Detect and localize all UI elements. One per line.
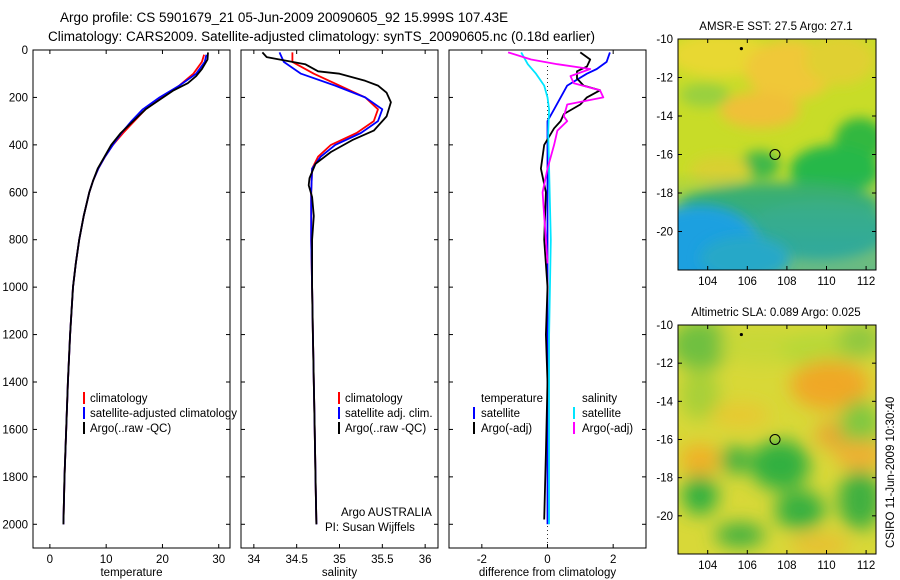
island-marker bbox=[739, 332, 743, 337]
data-source-label: Argo AUSTRALIA bbox=[341, 507, 432, 519]
legend-heading-salinity: salinity bbox=[582, 393, 617, 405]
x-tick-label: -2 bbox=[477, 554, 487, 566]
difference-legend: temperature satellite Argo(-adj) salinit… bbox=[473, 393, 633, 435]
x-tick-label: 108 bbox=[777, 276, 796, 288]
x-tick-label: 36 bbox=[419, 554, 432, 566]
series-line-temperature-satellite bbox=[546, 52, 611, 525]
difference-x-axis-label: difference from climatology bbox=[479, 567, 616, 579]
x-tick-label: 0 bbox=[544, 554, 550, 566]
series-line-salinity-satellite bbox=[520, 51, 552, 525]
legend-label-argo: Argo(..raw -QC) bbox=[90, 423, 171, 435]
sst-map-axes: 104 106 108 110 112 -10 -12 -14 -16 -18 -20 bbox=[656, 34, 877, 288]
y-tick-label: 200 bbox=[9, 92, 28, 104]
y-tick-label: 600 bbox=[9, 187, 28, 199]
legend-label-temp-satellite: satellite bbox=[481, 408, 520, 420]
figure-title-line2: Climatology: CARS2009. Satellite-adjuste… bbox=[48, 29, 595, 44]
legend-label-climatology: climatology bbox=[90, 393, 148, 405]
profile-location-marker bbox=[769, 434, 781, 445]
y-tick-label: -14 bbox=[656, 111, 673, 123]
temperature-x-axis-label: temperature bbox=[100, 567, 162, 579]
y-tick-label: -12 bbox=[656, 73, 673, 85]
x-tick-label: 104 bbox=[698, 560, 718, 572]
legend-label-temp-argo: Argo(-adj) bbox=[481, 423, 532, 435]
legend-label-sal-argo: Argo(-adj) bbox=[582, 423, 633, 435]
salinity-profile-panel: 34 34.5 35 35.5 36 salinity bbox=[240, 49, 439, 579]
y-tick-label: 1600 bbox=[2, 424, 28, 436]
y-tick-label: -16 bbox=[656, 150, 673, 162]
sst-map-image bbox=[678, 39, 876, 270]
salinity-plot-frame bbox=[240, 49, 439, 549]
x-tick-label: 34.5 bbox=[285, 554, 307, 566]
x-tick-label: 112 bbox=[857, 276, 875, 288]
series-line-argo-raw-qc- bbox=[261, 51, 392, 525]
y-tick-label: -18 bbox=[656, 188, 673, 200]
x-tick-label: 110 bbox=[817, 560, 835, 572]
y-tick-label: 0 bbox=[22, 45, 28, 57]
sst-map-title: AMSR-E SST: 27.5 Argo: 27.1 bbox=[699, 21, 852, 33]
x-tick-label: 35.5 bbox=[371, 554, 393, 566]
figure-title-line1: Argo profile: CS 5901679_21 05-Jun-2009 … bbox=[60, 10, 508, 25]
series-line-salinity-argo-adj- bbox=[507, 51, 605, 264]
island-marker bbox=[739, 47, 743, 51]
temperature-plot-frame bbox=[32, 49, 231, 549]
y-tick-label: -12 bbox=[656, 358, 673, 370]
x-tick-label: 106 bbox=[738, 276, 757, 288]
legend-heading-temperature: temperature bbox=[481, 393, 543, 405]
x-tick-label: 30 bbox=[212, 554, 225, 566]
legend-label-satellite: satellite-adjusted climatology bbox=[90, 408, 237, 420]
y-tick-label: -10 bbox=[656, 320, 673, 332]
y-tick-label: 800 bbox=[9, 235, 28, 247]
legend-label-argo: Argo(..raw -QC) bbox=[345, 423, 426, 435]
series-line-argo-raw-qc- bbox=[62, 52, 209, 525]
y-tick-label: 1400 bbox=[2, 377, 28, 389]
x-tick-label: 106 bbox=[738, 560, 757, 572]
y-tick-label: 400 bbox=[9, 140, 28, 152]
salinity-legend: climatology satellite adj. clim. Argo(..… bbox=[325, 392, 433, 534]
principal-investigator-label: PI: Susan Wijffels bbox=[325, 522, 415, 534]
y-tick-label: -18 bbox=[656, 473, 673, 485]
salinity-x-axis-label: salinity bbox=[322, 567, 357, 579]
x-tick-label: 108 bbox=[777, 560, 796, 572]
legend-label-satellite: satellite adj. clim. bbox=[345, 408, 433, 420]
x-tick-label: 110 bbox=[817, 276, 835, 288]
x-tick-label: 35 bbox=[333, 554, 346, 566]
y-tick-label: 1000 bbox=[2, 282, 28, 294]
y-tick-label: -14 bbox=[656, 396, 673, 408]
x-tick-label: 10 bbox=[100, 554, 113, 566]
temperature-legend: climatology satellite-adjusted climatolo… bbox=[83, 392, 237, 435]
y-tick-label: -20 bbox=[656, 511, 673, 523]
y-tick-label: 1800 bbox=[2, 472, 28, 484]
x-tick-label: 34 bbox=[247, 554, 260, 566]
x-tick-label: 20 bbox=[156, 554, 169, 566]
y-tick-label: 1200 bbox=[2, 330, 28, 342]
sla-map-title: Altimetric SLA: 0.089 Argo: 0.025 bbox=[691, 307, 860, 319]
legend-label-climatology: climatology bbox=[345, 393, 403, 405]
side-timestamp-caption: CSIRO 11-Jun-2009 10:30:40 bbox=[885, 397, 897, 548]
legend-label-sal-satellite: satellite bbox=[582, 408, 621, 420]
sla-map-image bbox=[678, 325, 876, 554]
y-tick-label: 2000 bbox=[2, 519, 28, 531]
y-tick-label: -20 bbox=[656, 227, 673, 239]
x-tick-label: 2 bbox=[610, 554, 616, 566]
y-tick-label: -16 bbox=[656, 435, 673, 447]
profile-location-marker bbox=[769, 149, 781, 160]
temperature-profile-panel: 0 200 400 600 800 1000 1200 1400 1600 1800 2000 0 10… bbox=[2, 45, 231, 579]
sla-map-axes: 104 106 108 110 112 -10 -12 -14 -16 -18 -20 bbox=[656, 320, 877, 572]
x-tick-label: 0 bbox=[47, 554, 53, 566]
x-tick-label: 104 bbox=[698, 276, 718, 288]
x-tick-label: 112 bbox=[857, 560, 875, 572]
y-tick-label: -10 bbox=[656, 34, 673, 46]
